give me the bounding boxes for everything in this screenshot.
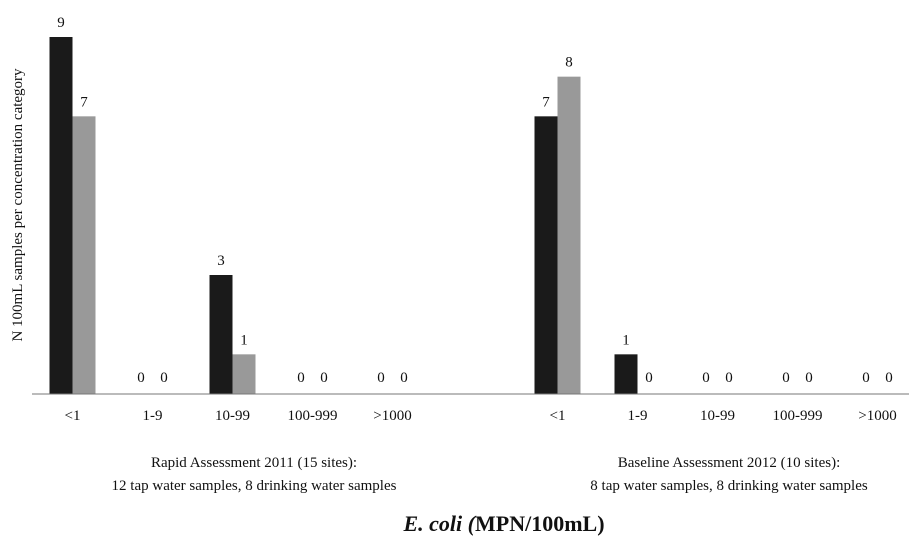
x-axis-title: E. coli (MPN/100mL) <box>402 511 604 536</box>
data-label: 0 <box>297 370 305 386</box>
data-label: 0 <box>862 370 870 386</box>
x-tick-label: 100-999 <box>773 408 823 424</box>
bar-series-1 <box>534 116 558 394</box>
data-label: 7 <box>80 94 88 110</box>
bar-series-1 <box>209 275 233 394</box>
x-axis-title-italic: E. coli ( <box>402 511 476 536</box>
group-label-line1: Rapid Assessment 2011 (15 sites): <box>151 455 357 471</box>
x-tick-label: 1-9 <box>143 408 163 424</box>
group-label-line1: Baseline Assessment 2012 (10 sites): <box>618 455 840 471</box>
data-label: 7 <box>542 94 550 110</box>
x-tick-label: 10-99 <box>215 408 250 424</box>
x-tick-label: 10-99 <box>700 408 735 424</box>
y-axis-label: N 100mL samples per concentration catego… <box>10 68 26 342</box>
data-label: 0 <box>645 370 653 386</box>
x-tick-label: >1000 <box>373 408 411 424</box>
bars-layer <box>49 37 638 395</box>
data-label: 0 <box>377 370 385 386</box>
bar-series-1 <box>614 354 638 394</box>
bar-series-2 <box>72 116 96 394</box>
data-label: 1 <box>240 332 248 348</box>
data-label: 0 <box>725 370 733 386</box>
x-tick-label: >1000 <box>858 408 896 424</box>
data-label: 0 <box>160 370 168 386</box>
data-label: 0 <box>782 370 790 386</box>
data-label: 9 <box>57 15 65 31</box>
data-label: 8 <box>565 55 573 71</box>
data-label: 0 <box>805 370 813 386</box>
data-label: 3 <box>217 253 225 269</box>
bar-series-2 <box>232 354 256 394</box>
bar-series-2 <box>557 76 581 395</box>
x-tick-label: 100-999 <box>288 408 338 424</box>
data-label: 1 <box>622 332 630 348</box>
x-tick-label: 1-9 <box>628 408 648 424</box>
data-label: 0 <box>320 370 328 386</box>
group-label-line2: 8 tap water samples, 8 drinking water sa… <box>590 478 868 494</box>
x-tick-label: <1 <box>65 408 81 424</box>
data-label: 0 <box>137 370 145 386</box>
group-label-line2: 12 tap water samples, 8 drinking water s… <box>112 478 397 494</box>
data-label: 0 <box>400 370 408 386</box>
data-label: 0 <box>702 370 710 386</box>
data-label: 0 <box>885 370 893 386</box>
bar-series-1 <box>49 37 73 394</box>
x-axis-title-rest: MPN/100mL) <box>475 511 605 536</box>
x-tick-label: <1 <box>550 408 566 424</box>
